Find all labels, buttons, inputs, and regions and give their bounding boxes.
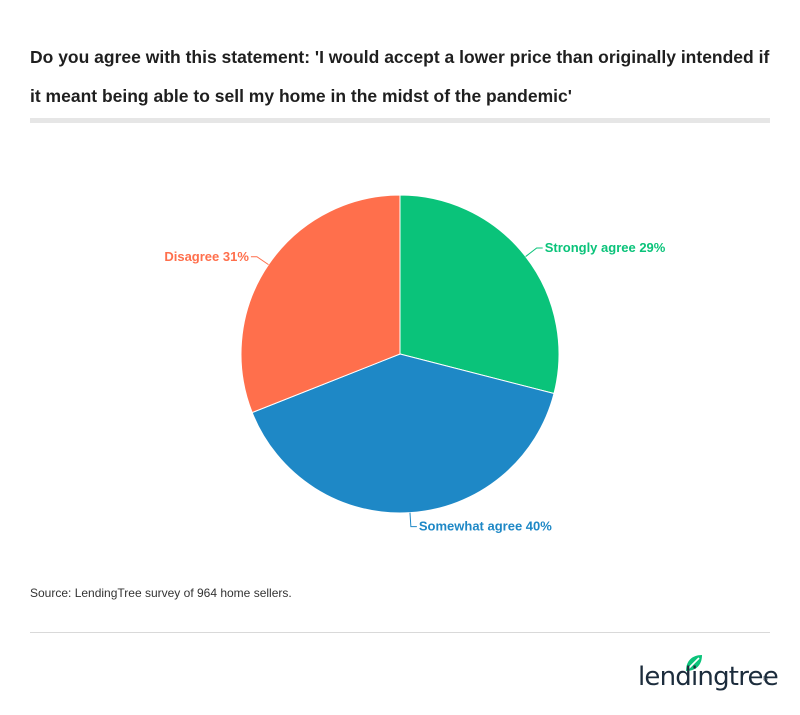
registered-mark: ®: [762, 676, 768, 683]
leaf-icon: [686, 655, 702, 671]
chart-title: Do you agree with this statement: 'I wou…: [30, 47, 770, 106]
pie-chart: Strongly agree 29% Somewhat agree 40% Disa…: [164, 194, 666, 534]
leader-line-somewhat-agree: [409, 512, 417, 528]
source-note: Source: LendingTree survey of 964 home s…: [30, 586, 292, 600]
footer-divider: [30, 632, 770, 633]
pie-slice-disagree: [240, 194, 401, 414]
lendingtree-logo: lendingtree ®: [638, 654, 779, 694]
leader-line-disagree: [250, 256, 269, 266]
data-label-strongly-agree: Strongly agree 29%: [545, 240, 666, 255]
pie-slice-somewhat-agree: [251, 353, 555, 514]
data-label-somewhat-agree: Somewhat agree 40%: [419, 519, 552, 534]
logo-text: lendingtree: [638, 662, 779, 692]
leader-line-strongly-agree: [525, 247, 543, 257]
title-divider: [30, 118, 770, 123]
data-label-disagree: Disagree 31%: [164, 249, 249, 264]
